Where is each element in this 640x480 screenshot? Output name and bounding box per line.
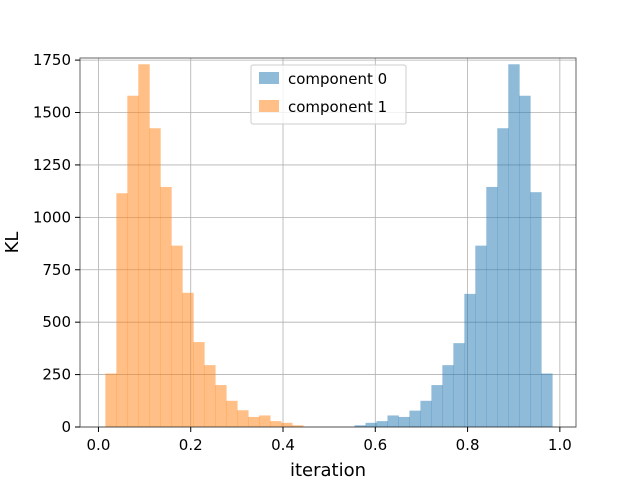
y-tick-label-2: 500 — [42, 313, 71, 331]
bar-component-0-bin-1 — [365, 422, 377, 427]
bar-component-1-bin-12 — [237, 410, 249, 427]
x-tick-label-0: 0.0 — [87, 436, 111, 454]
x-tick-label-3: 0.6 — [363, 436, 387, 454]
bar-component-1-bin-16 — [281, 422, 293, 427]
histogram-bars — [105, 64, 553, 428]
x-tick-label-4: 0.8 — [456, 436, 480, 454]
y-tick-label-3: 750 — [42, 261, 71, 279]
legend-label-component-1: component 1 — [288, 98, 387, 116]
bar-component-1-bin-6 — [171, 245, 183, 427]
legend-label-component-0: component 0 — [288, 70, 387, 88]
bar-component-1-bin-4 — [149, 128, 161, 428]
plot-area-frame — [79, 57, 577, 428]
legend-box — [250, 64, 407, 125]
bar-component-0-bin-15 — [519, 95, 531, 427]
bar-component-0-bin-10 — [464, 293, 476, 427]
x-tick-label-1: 0.2 — [179, 436, 203, 454]
legend: component 0 component 1 — [250, 64, 407, 125]
bar-component-1-bin-0 — [105, 373, 117, 427]
bar-component-0-bin-4 — [398, 416, 410, 427]
bar-component-0-bin-2 — [376, 421, 388, 427]
bar-component-1-bin-8 — [193, 342, 205, 427]
bar-component-0-bin-16 — [530, 192, 542, 427]
bar-component-0-bin-11 — [475, 245, 487, 427]
bar-component-0-bin-17 — [541, 373, 553, 427]
bar-component-0-bin-12 — [486, 186, 498, 427]
legend-swatch-component-1 — [259, 100, 279, 112]
y-tick-label-1: 250 — [42, 366, 71, 384]
x-axis-title: iteration — [290, 460, 366, 480]
y-tick-label-4: 1000 — [33, 208, 71, 226]
bar-component-0-bin-6 — [420, 400, 432, 427]
bar-component-1-bin-17 — [292, 425, 304, 427]
x-tick-label-2: 0.4 — [271, 436, 295, 454]
bar-component-0-bin-3 — [387, 415, 399, 427]
legend-swatch-component-0 — [259, 72, 279, 84]
bar-component-1-bin-1 — [116, 193, 128, 427]
axis-ticks: 0.0 0.2 0.4 0.6 0.8 1.0 0 250 500 750 1000 1250 1500… — [33, 51, 572, 454]
bar-component-1-bin-14 — [259, 415, 271, 427]
bar-component-1-bin-2 — [127, 95, 139, 427]
bar-component-1-bin-7 — [182, 292, 194, 427]
y-tick-label-0: 0 — [61, 418, 71, 436]
bar-component-0-bin-8 — [442, 365, 454, 427]
bar-component-1-bin-13 — [248, 416, 260, 427]
x-tick-label-5: 1.0 — [548, 436, 572, 454]
bar-component-1-bin-3 — [138, 64, 150, 428]
bar-component-1-bin-10 — [215, 385, 227, 427]
bar-component-1-bin-11 — [226, 400, 238, 427]
bar-component-0-bin-9 — [453, 343, 465, 427]
y-tick-label-7: 1750 — [33, 51, 71, 69]
bar-component-0-bin-14 — [508, 64, 520, 428]
bar-component-0-bin-7 — [431, 385, 443, 427]
y-tick-label-6: 1500 — [33, 104, 71, 122]
bar-component-0-bin-5 — [409, 410, 421, 427]
y-axis-title: KL — [2, 232, 23, 254]
bar-component-1-bin-15 — [270, 421, 282, 427]
bar-component-0-bin-13 — [497, 128, 509, 428]
bar-component-1-bin-5 — [160, 186, 172, 427]
bar-component-0-bin-0 — [354, 425, 366, 427]
y-tick-label-5: 1250 — [33, 156, 71, 174]
bar-component-1-bin-9 — [204, 365, 216, 427]
